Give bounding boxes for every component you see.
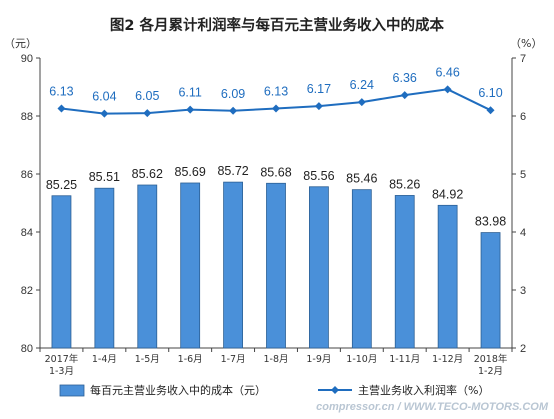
legend-bar-label: 每百元主营业务收入中的成本（元） xyxy=(90,383,266,397)
legend-line-marker xyxy=(331,386,339,394)
bar xyxy=(137,184,158,349)
right-tick-label: 5 xyxy=(520,169,526,181)
right-tick-label: 4 xyxy=(520,227,526,239)
line-point xyxy=(100,109,109,118)
left-tick-label: 88 xyxy=(21,111,33,123)
legend-line-label: 主营业务收入利润率（%） xyxy=(358,383,489,397)
right-tick-label: 7 xyxy=(520,53,526,65)
bar xyxy=(51,195,72,349)
x-tick-label: 1-9月 xyxy=(306,354,331,365)
bar xyxy=(480,232,501,349)
line-point xyxy=(314,102,323,111)
bar-value-label: 85.56 xyxy=(303,169,334,183)
line-point xyxy=(57,104,66,113)
x-tick-label: 1-4月 xyxy=(92,354,117,365)
bar-value-label: 83.98 xyxy=(475,215,506,229)
bar xyxy=(223,181,243,349)
x-tick-label: 1-10月 xyxy=(346,354,377,365)
line-point xyxy=(357,98,366,107)
bar-value-label: 85.26 xyxy=(389,177,420,191)
bar-value-label: 85.68 xyxy=(260,165,291,179)
bar-value-label: 84.92 xyxy=(432,187,463,201)
bar xyxy=(437,204,458,349)
line-value-label: 6.36 xyxy=(393,71,417,85)
right-tick-label: 6 xyxy=(520,111,526,123)
bar-value-label: 85.72 xyxy=(217,164,248,178)
line-point xyxy=(229,106,238,115)
x-tick-label: 1-12月 xyxy=(432,354,463,365)
watermark: compressor.cn / WWW.TECO-MOTORS.COM xyxy=(316,401,549,413)
bar-value-label: 85.62 xyxy=(132,167,163,181)
x-tick-label: 1-8月 xyxy=(263,354,288,365)
line-value-label: 6.10 xyxy=(478,86,502,100)
line-value-label: 6.05 xyxy=(135,89,159,103)
line-value-label: 6.17 xyxy=(307,82,331,96)
left-axis-unit: （元） xyxy=(4,37,37,50)
line-point xyxy=(143,109,152,118)
bar xyxy=(351,189,372,349)
line-value-label: 6.24 xyxy=(350,78,374,92)
line-point xyxy=(443,85,452,94)
x-tick-label: 1-7月 xyxy=(221,354,246,365)
bar xyxy=(180,182,201,349)
left-tick-label: 80 xyxy=(21,343,33,355)
line-value-label: 6.13 xyxy=(49,84,73,98)
line-point xyxy=(186,105,195,114)
x-tick-label: 1-6月 xyxy=(178,354,203,365)
line-point xyxy=(272,104,280,113)
left-tick-label: 84 xyxy=(21,227,33,239)
bar-value-label: 85.69 xyxy=(175,165,206,179)
bar-value-label: 85.51 xyxy=(89,170,120,184)
right-tick-label: 2 xyxy=(520,343,526,355)
x-tick-label: 1-5月 xyxy=(135,354,160,365)
bar-value-label: 85.25 xyxy=(46,178,77,192)
x-tick-label: 1-3月 xyxy=(49,366,74,377)
line-value-label: 6.04 xyxy=(92,90,116,104)
left-tick-label: 82 xyxy=(21,285,33,297)
right-tick-label: 3 xyxy=(520,285,526,297)
left-tick-label: 90 xyxy=(21,53,33,65)
line-value-label: 6.09 xyxy=(221,87,245,101)
left-tick-label: 86 xyxy=(21,169,33,181)
legend: 每百元主营业务收入中的成本（元） 主营业务收入利润率（%） xyxy=(59,383,489,397)
bar xyxy=(309,186,329,349)
legend-bar-swatch xyxy=(59,384,85,397)
bar xyxy=(266,182,286,349)
bar-value-label: 85.46 xyxy=(346,172,377,186)
line-point xyxy=(400,91,409,100)
bar xyxy=(94,187,115,349)
chart-title: 图2 各月累计利润率与每百元主营业务收入中的成本 xyxy=(110,16,445,34)
line-point xyxy=(486,106,495,115)
bar xyxy=(394,195,415,349)
line-value-label: 6.11 xyxy=(178,86,201,100)
x-tick-label: 1-11月 xyxy=(389,354,420,365)
line-value-label: 6.46 xyxy=(435,65,459,79)
x-tick-label: 2017年 xyxy=(45,353,79,365)
x-tick-label: 1-2月 xyxy=(478,366,503,377)
line-value-label: 6.13 xyxy=(264,84,288,98)
x-tick-label: 2018年 xyxy=(474,353,508,365)
right-axis-unit: （%） xyxy=(510,37,542,50)
